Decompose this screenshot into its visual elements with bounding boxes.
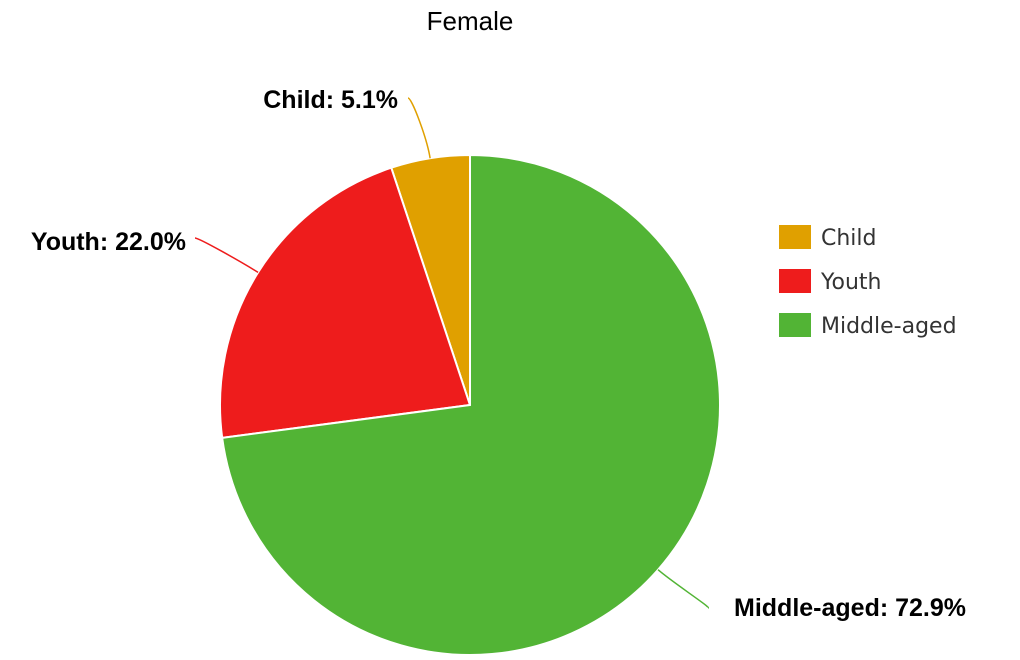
- data-label-child: Child: 5.1%: [263, 86, 398, 114]
- legend: Child Youth Middle-aged: [779, 225, 957, 339]
- pie-slices: [219, 153, 721, 656]
- legend-item-youth: Youth: [779, 269, 882, 295]
- legend-swatch-middle-aged: [779, 313, 811, 337]
- legend-swatch-child: [779, 225, 811, 249]
- data-labels: Child: 5.1% Youth: 22.0% Middle-aged: 72.9…: [31, 86, 966, 622]
- legend-swatch-youth: [779, 269, 811, 293]
- leader-line-youth: [194, 237, 259, 274]
- pie-slice-youth: [219, 166, 472, 440]
- data-label-middle-aged: Middle-aged: 72.9%: [734, 594, 966, 622]
- legend-label-child: Child: [821, 226, 877, 251]
- leader-lines: [194, 97, 709, 609]
- pie-slice-middle-aged: [221, 153, 721, 656]
- legend-item-child: Child: [779, 225, 877, 251]
- leader-line-middle-aged: [657, 569, 709, 609]
- data-label-youth: Youth: 22.0%: [31, 228, 186, 256]
- legend-item-middle-aged: Middle-aged: [779, 313, 957, 339]
- legend-label-youth: Youth: [820, 270, 882, 295]
- legend-label-middle-aged: Middle-aged: [821, 314, 957, 339]
- leader-line-child: [407, 97, 431, 159]
- chart-title: Female: [427, 6, 514, 36]
